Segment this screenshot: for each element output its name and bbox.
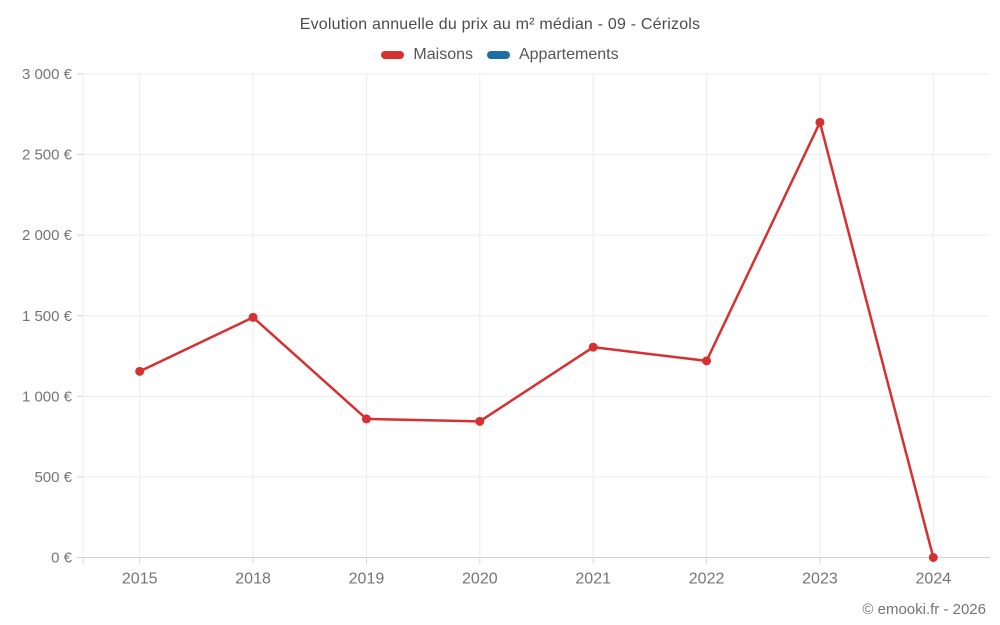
x-tick-label: 2024 <box>916 571 952 588</box>
y-tick-label: 2 500 € <box>22 147 73 164</box>
x-tick-label: 2020 <box>462 571 498 588</box>
y-tick-label: 1 500 € <box>22 308 73 325</box>
data-point-maisons-2023[interactable] <box>815 117 825 127</box>
legend-swatch-appartements <box>486 51 510 59</box>
x-tick-label: 2022 <box>689 571 725 588</box>
data-point-maisons-2018[interactable] <box>248 312 258 322</box>
x-tick-label: 2021 <box>575 571 611 588</box>
data-point-maisons-2019[interactable] <box>361 414 371 424</box>
data-point-maisons-2020[interactable] <box>475 416 485 426</box>
y-tick-label: 1 000 € <box>22 388 73 405</box>
x-tick-label: 2015 <box>122 571 158 588</box>
legend-swatch-maisons <box>381 51 405 59</box>
y-tick-label: 0 € <box>51 550 73 567</box>
x-tick-label: 2018 <box>235 571 271 588</box>
legend-label-appartements: Appartements <box>518 46 619 63</box>
y-tick-label: 500 € <box>34 469 72 486</box>
legend-item-appartements[interactable]: Appartements <box>486 46 619 64</box>
data-point-maisons-2021[interactable] <box>588 342 598 352</box>
chart-title: Evolution annuelle du prix au m² médian … <box>299 16 701 33</box>
data-point-maisons-2024[interactable] <box>928 553 938 562</box>
y-tick-label: 2 000 € <box>22 227 73 244</box>
chart-legend: Maisons Appartements <box>0 46 1000 64</box>
x-tick-label: 2019 <box>349 571 385 588</box>
legend-label-maisons: Maisons <box>413 46 473 63</box>
credit-text: © emooki.fr - 2026 <box>862 601 986 618</box>
x-tick-label: 2023 <box>802 571 838 588</box>
data-point-maisons-2022[interactable] <box>702 356 712 366</box>
legend-item-maisons[interactable]: Maisons <box>381 46 473 64</box>
series-line-maisons <box>138 121 935 559</box>
data-point-maisons-2015[interactable] <box>135 366 145 376</box>
y-tick-label: 3 000 € <box>22 66 73 83</box>
